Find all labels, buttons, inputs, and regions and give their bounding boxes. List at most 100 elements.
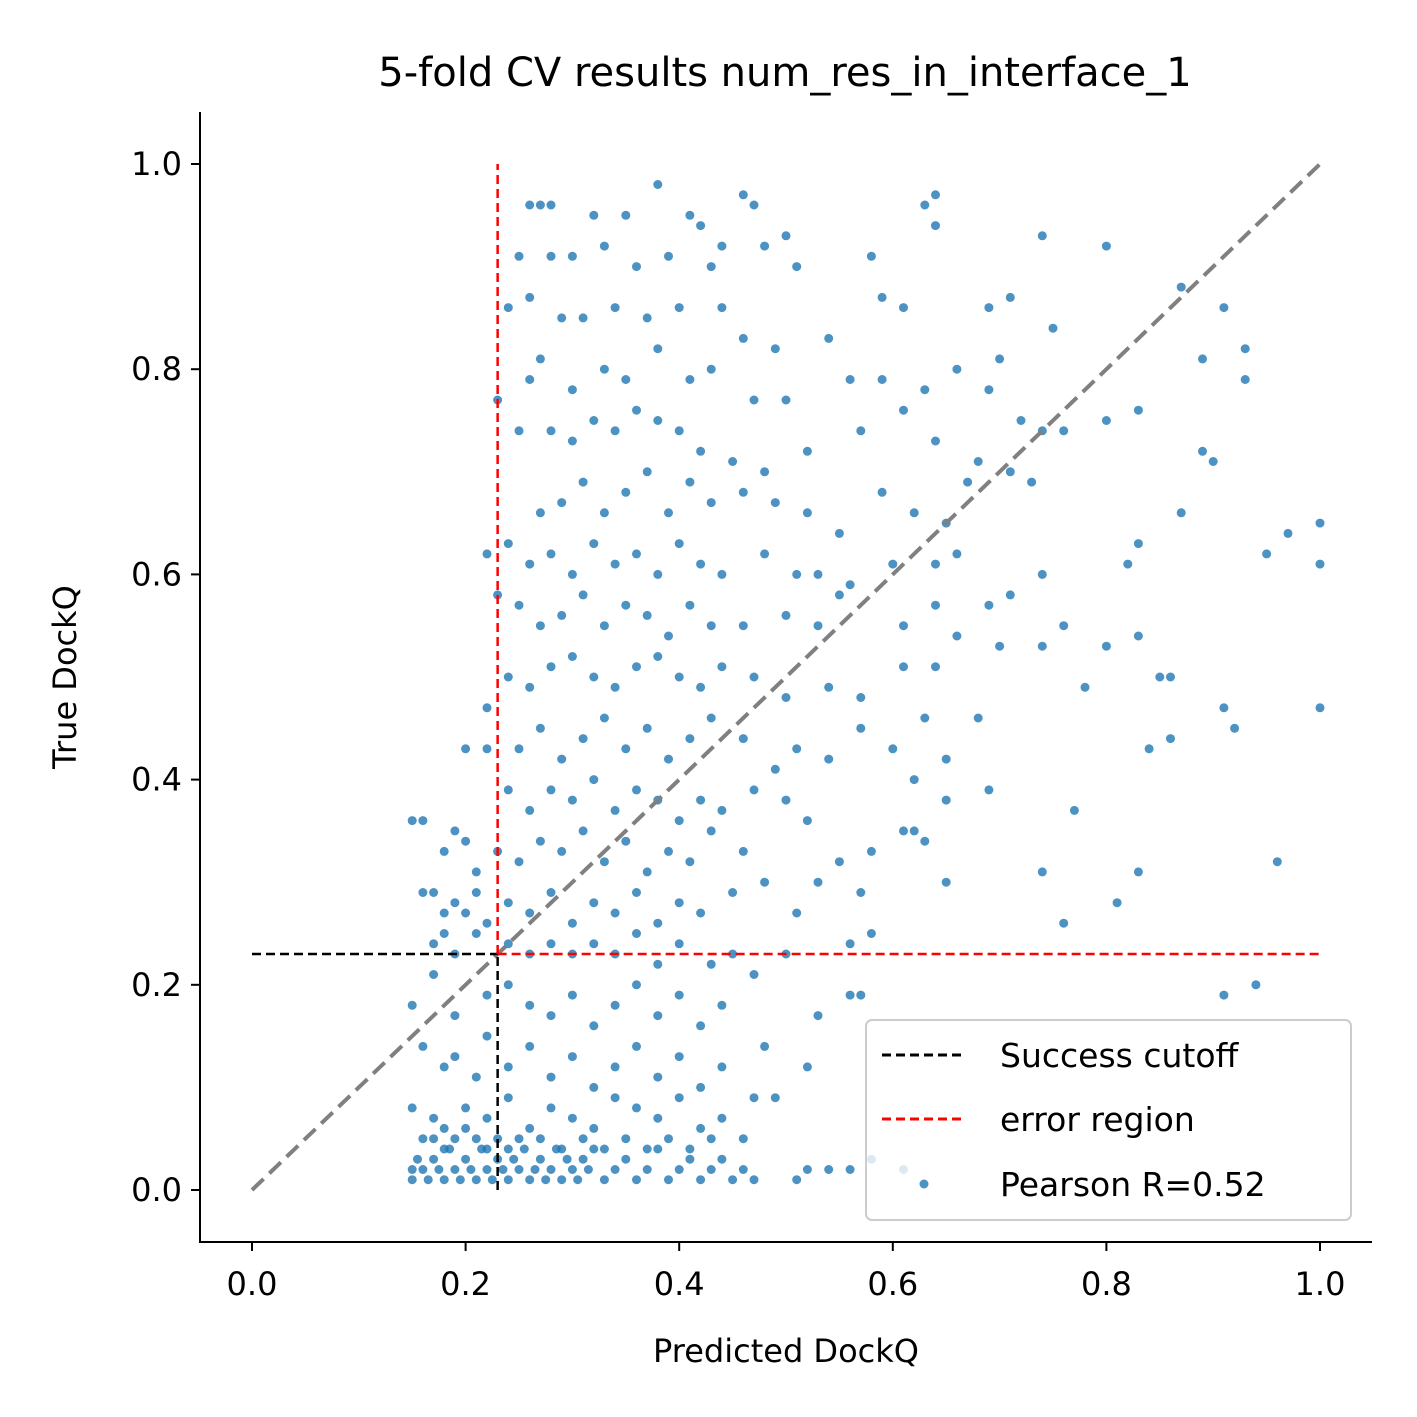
scatter-point xyxy=(685,1154,695,1164)
scatter-point xyxy=(1048,323,1058,333)
scatter-point xyxy=(984,385,994,395)
scatter-point xyxy=(525,375,535,384)
scatter-point xyxy=(664,251,673,261)
scatter-point xyxy=(792,569,802,579)
scatter-point xyxy=(717,1113,727,1123)
scatter-point xyxy=(674,1093,684,1103)
scatter-point xyxy=(920,200,930,210)
scatter-point xyxy=(493,590,503,600)
scatter-point xyxy=(503,303,513,313)
scatter-point xyxy=(429,888,439,897)
scatter-point xyxy=(567,569,577,579)
scatter-point xyxy=(664,1175,673,1185)
scatter-point xyxy=(760,241,770,251)
scatter-point xyxy=(557,1144,567,1154)
scatter-point xyxy=(717,569,727,579)
scatter-point xyxy=(1133,631,1143,641)
scatter-point xyxy=(567,652,577,661)
scatter-point xyxy=(599,621,609,631)
scatter-point xyxy=(717,241,727,251)
scatter-point xyxy=(824,682,834,692)
scatter-point xyxy=(1230,723,1240,733)
scatter-point xyxy=(423,1175,433,1185)
scatter-point xyxy=(525,908,535,918)
scatter-point xyxy=(1080,682,1090,692)
y-tick-label: 0.8 xyxy=(131,350,182,388)
scatter-point xyxy=(434,1165,444,1174)
scatter-point xyxy=(770,764,780,774)
scatter-point xyxy=(642,313,652,323)
scatter-point xyxy=(845,939,855,949)
scatter-point xyxy=(706,262,716,272)
scatter-point xyxy=(1101,641,1111,651)
scatter-point xyxy=(567,1052,577,1062)
scatter-point xyxy=(514,1134,524,1144)
scatter-point xyxy=(1208,457,1218,466)
scatter-point xyxy=(632,405,641,415)
scatter-point xyxy=(407,1103,417,1113)
scatter-point xyxy=(1059,918,1069,928)
scatter-point xyxy=(418,1041,428,1051)
scatter-point xyxy=(664,631,673,641)
scatter-point xyxy=(899,826,908,836)
scatter-point xyxy=(1176,508,1186,518)
scatter-point xyxy=(856,990,866,1000)
scatter-point xyxy=(610,1062,620,1072)
scatter-point xyxy=(973,713,983,723)
scatter-point xyxy=(546,1165,556,1174)
scatter-point xyxy=(738,333,748,343)
scatter-point xyxy=(535,1154,545,1164)
scatter-point xyxy=(407,1000,417,1010)
scatter-point xyxy=(461,908,471,918)
scatter-point xyxy=(535,508,545,518)
scatter-point xyxy=(1016,416,1026,425)
scatter-point xyxy=(1315,559,1325,569)
scatter-point xyxy=(685,857,695,867)
reference-lines xyxy=(250,162,1322,1192)
scatter-point xyxy=(738,846,748,856)
scatter-point xyxy=(760,877,770,887)
scatter-point xyxy=(760,549,770,559)
scatter-point xyxy=(781,231,791,241)
scatter-point xyxy=(728,457,738,466)
scatter-point xyxy=(535,621,545,631)
scatter-point xyxy=(567,1113,577,1123)
scatter-point xyxy=(706,1134,716,1144)
scatter-point xyxy=(589,1123,599,1133)
legend-error-region-label: error region xyxy=(1000,1100,1195,1139)
scatter-point xyxy=(653,959,663,969)
scatter-point xyxy=(749,970,759,979)
scatter-point xyxy=(610,426,620,436)
scatter-point xyxy=(877,292,887,302)
scatter-point xyxy=(557,313,567,323)
scatter-point xyxy=(429,1134,439,1144)
scatter-point xyxy=(589,416,599,425)
scatter-point xyxy=(567,1165,577,1174)
scatter-point xyxy=(461,1154,471,1164)
scatter-point xyxy=(514,1165,524,1174)
scatter-point xyxy=(1005,590,1015,600)
y-tick-label: 0.2 xyxy=(131,966,182,1004)
scatter-point xyxy=(503,539,513,549)
scatter-point xyxy=(610,682,620,692)
scatter-point xyxy=(674,303,684,313)
scatter-point xyxy=(482,1165,492,1174)
scatter-point xyxy=(866,251,876,261)
scatter-point xyxy=(567,436,577,446)
scatter-point xyxy=(717,662,727,672)
scatter-point xyxy=(1219,990,1229,1000)
scatter-point xyxy=(685,1144,695,1154)
scatter-point xyxy=(573,1175,583,1185)
scatter-point xyxy=(1219,303,1229,313)
scatter-point xyxy=(642,610,652,620)
scatter-point xyxy=(653,1011,663,1021)
scatter-point xyxy=(792,262,802,272)
scatter-point xyxy=(973,457,983,466)
scatter-point xyxy=(1059,426,1069,436)
scatter-point xyxy=(952,364,962,374)
scatter-point xyxy=(1283,528,1293,538)
scatter-point xyxy=(578,734,588,744)
scatter-point xyxy=(920,713,930,723)
scatter-point xyxy=(909,775,919,785)
scatter-point xyxy=(952,631,962,641)
